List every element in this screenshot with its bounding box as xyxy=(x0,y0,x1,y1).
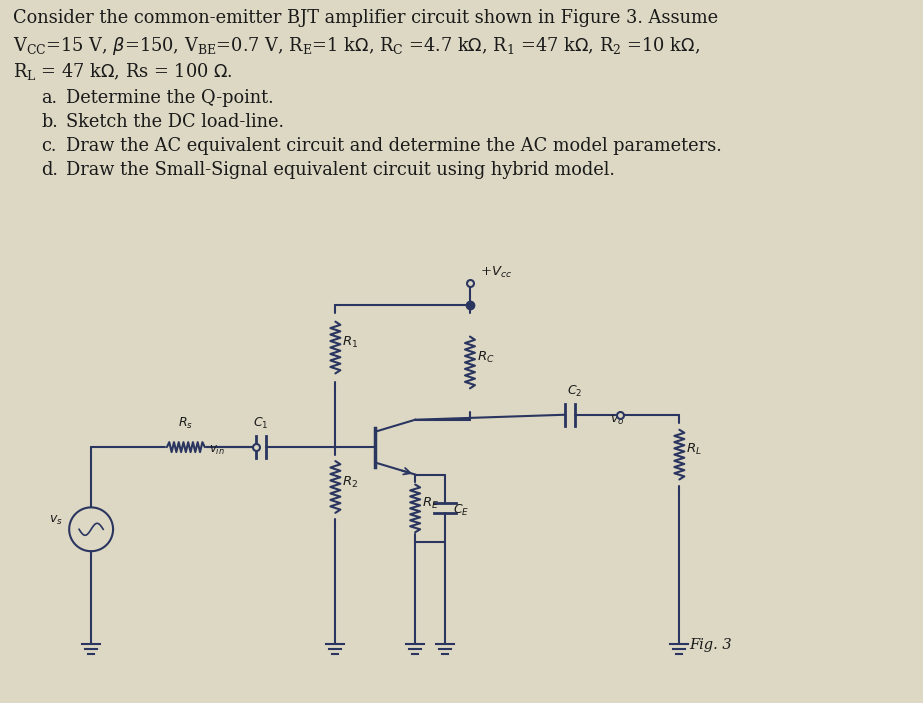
Text: R$_{\mathregular{L}}$ = 47 k$\Omega$, Rs = 100 $\Omega$.: R$_{\mathregular{L}}$ = 47 k$\Omega$, Rs… xyxy=(13,61,234,82)
Text: $v_s$: $v_s$ xyxy=(49,515,63,527)
Text: Determine the Q-point.: Determine the Q-point. xyxy=(66,89,274,107)
Text: Draw the AC equivalent circuit and determine the AC model parameters.: Draw the AC equivalent circuit and deter… xyxy=(66,137,722,155)
Text: d.: d. xyxy=(42,161,58,179)
Text: $C_E$: $C_E$ xyxy=(453,503,469,518)
Text: V$_{\mathregular{CC}}$=15 V, $\beta$=150, V$_{\mathregular{BE}}$=0.7 V, R$_{\mat: V$_{\mathregular{CC}}$=15 V, $\beta$=150… xyxy=(13,35,701,57)
Text: $R_s$: $R_s$ xyxy=(178,416,193,432)
Text: Sketch the DC load-line.: Sketch the DC load-line. xyxy=(66,113,284,131)
Text: $C_1$: $C_1$ xyxy=(253,416,268,432)
Text: $v_{in}$: $v_{in}$ xyxy=(209,444,224,457)
Text: $v_o$: $v_o$ xyxy=(609,414,624,427)
Text: c.: c. xyxy=(42,137,56,155)
Text: b.: b. xyxy=(42,113,58,131)
Text: $R_1$: $R_1$ xyxy=(342,335,358,350)
Text: $R_E$: $R_E$ xyxy=(422,496,439,511)
Text: Draw the Small-Signal equivalent circuit using hybrid model.: Draw the Small-Signal equivalent circuit… xyxy=(66,161,615,179)
Text: a.: a. xyxy=(42,89,57,107)
Text: +$V_{cc}$: +$V_{cc}$ xyxy=(480,265,512,280)
Text: $C_2$: $C_2$ xyxy=(567,384,582,399)
Text: Consider the common-emitter BJT amplifier circuit shown in Figure 3. Assume: Consider the common-emitter BJT amplifie… xyxy=(13,9,718,27)
Text: $R_C$: $R_C$ xyxy=(477,350,495,365)
Text: $R_L$: $R_L$ xyxy=(687,442,702,457)
Text: $R_2$: $R_2$ xyxy=(342,475,358,489)
Text: Fig. 3: Fig. 3 xyxy=(689,638,732,652)
